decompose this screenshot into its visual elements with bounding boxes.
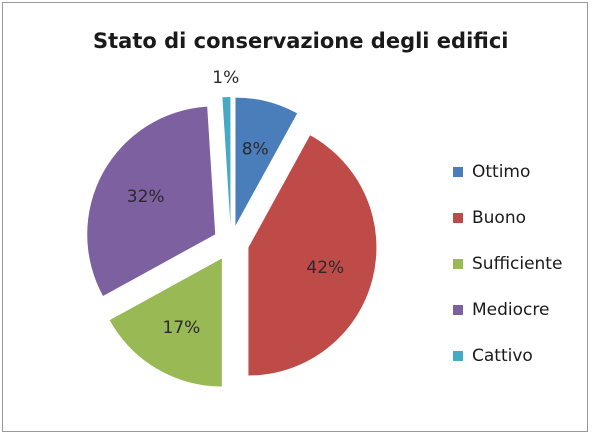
legend-item-sufficiente: Sufficiente xyxy=(453,241,589,287)
pie-slice-sufficiente xyxy=(109,258,222,387)
legend-label: Mediocre xyxy=(472,300,550,320)
legend-label: Cattivo xyxy=(472,346,533,366)
pie-label-buono: 42% xyxy=(306,258,344,278)
legend-swatch xyxy=(453,213,463,223)
legend-label: Ottimo xyxy=(472,162,531,182)
pie-slice-mediocre xyxy=(87,106,216,296)
legend-swatch xyxy=(453,351,463,361)
legend-swatch xyxy=(453,305,463,315)
pie-label-cattivo: 1% xyxy=(212,68,239,88)
legend-label: Buono xyxy=(472,208,527,228)
pie-label-ottimo: 8% xyxy=(242,140,269,160)
pie-label-mediocre: 32% xyxy=(127,187,165,207)
legend-item-cattivo: Cattivo xyxy=(453,333,589,379)
chart-legend: Ottimo Buono Sufficiente Mediocre Cattivo xyxy=(453,149,589,379)
pie-slice-cattivo xyxy=(222,97,231,226)
legend-swatch xyxy=(453,167,463,177)
chart-title: Stato di conservazione degli edifici xyxy=(93,29,509,53)
legend-label: Sufficiente xyxy=(472,254,563,274)
chart-frame: Stato di conservazione degli edifici 8% 4… xyxy=(2,2,588,432)
pie-slice-buono xyxy=(248,135,377,376)
pie-chart: 8% 42% 17% 32% 1% xyxy=(87,68,377,387)
legend-item-buono: Buono xyxy=(453,195,589,241)
pie-slice-ottimo xyxy=(235,97,298,226)
legend-swatch xyxy=(453,259,463,269)
legend-item-ottimo: Ottimo xyxy=(453,149,589,195)
pie-label-sufficiente: 17% xyxy=(163,318,201,338)
legend-item-mediocre: Mediocre xyxy=(453,287,589,333)
